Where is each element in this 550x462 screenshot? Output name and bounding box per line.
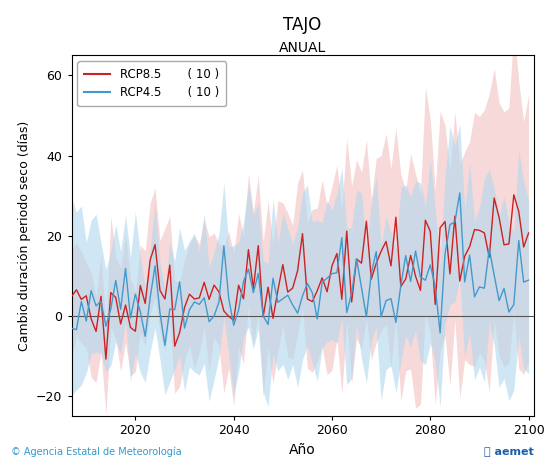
- Text: © Agencia Estatal de Meteorología: © Agencia Estatal de Meteorología: [11, 447, 182, 457]
- X-axis label: Año: Año: [289, 443, 316, 457]
- Text: TAJO: TAJO: [283, 16, 322, 34]
- Text: 🐦 aemet: 🐦 aemet: [484, 447, 534, 457]
- Title: ANUAL: ANUAL: [279, 42, 326, 55]
- Legend: RCP8.5       ( 10 ), RCP4.5       ( 10 ): RCP8.5 ( 10 ), RCP4.5 ( 10 ): [78, 61, 226, 106]
- Y-axis label: Cambio duración periodo seco (días): Cambio duración periodo seco (días): [18, 121, 31, 351]
